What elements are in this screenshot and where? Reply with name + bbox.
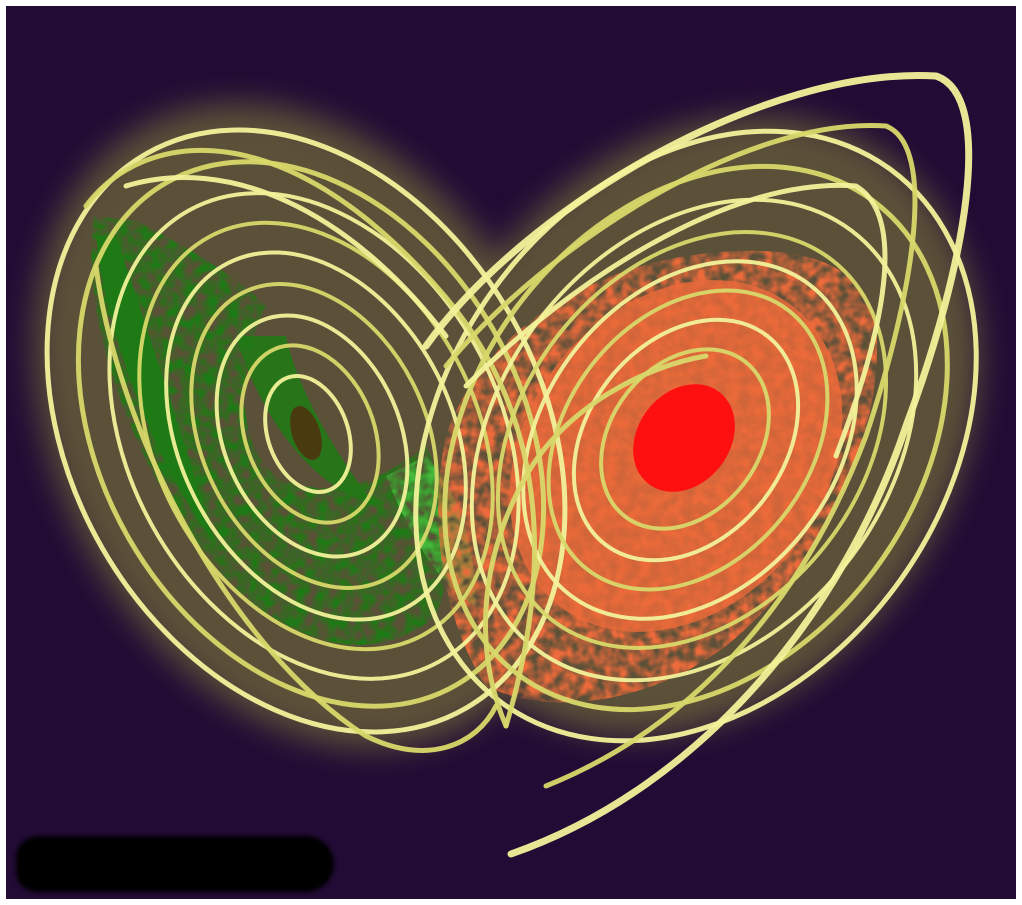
- crossing-strand: [443, 122, 918, 789]
- left-lobe-outer-green: [96, 236, 216, 546]
- right-wing-orbit: [495, 230, 889, 650]
- right-wing-orbit: [413, 128, 979, 744]
- left-wing-orbit: [189, 282, 439, 590]
- left-fixed-point: [290, 406, 322, 460]
- crossing-strand: [483, 353, 709, 729]
- crossing-strand: [83, 147, 537, 729]
- redaction-bar: [16, 836, 334, 892]
- left-wing-orbit: [239, 343, 381, 525]
- left-wing-orbit: [263, 373, 353, 495]
- right-wing-orbit: [546, 288, 830, 592]
- right-wing-orbit: [521, 259, 859, 621]
- crossing-strand: [463, 182, 888, 459]
- left-wing-orbit: [107, 191, 521, 681]
- left-wing-orbit: [214, 313, 410, 559]
- lorenz-attractor-image: [6, 6, 1016, 899]
- crossing-strand: [93, 263, 499, 753]
- left-wing-orbit: [75, 159, 547, 709]
- right-wing-orbit: [599, 347, 771, 531]
- left-lobe-green-band: [91, 216, 447, 645]
- left-wing-orbit: [164, 250, 468, 622]
- crossing-strand: [123, 175, 449, 339]
- crossing-strand: [422, 72, 973, 858]
- right-wing-orbit: [571, 317, 801, 563]
- attractor-trajectory: [44, 72, 979, 858]
- right-fixed-point: [633, 384, 735, 492]
